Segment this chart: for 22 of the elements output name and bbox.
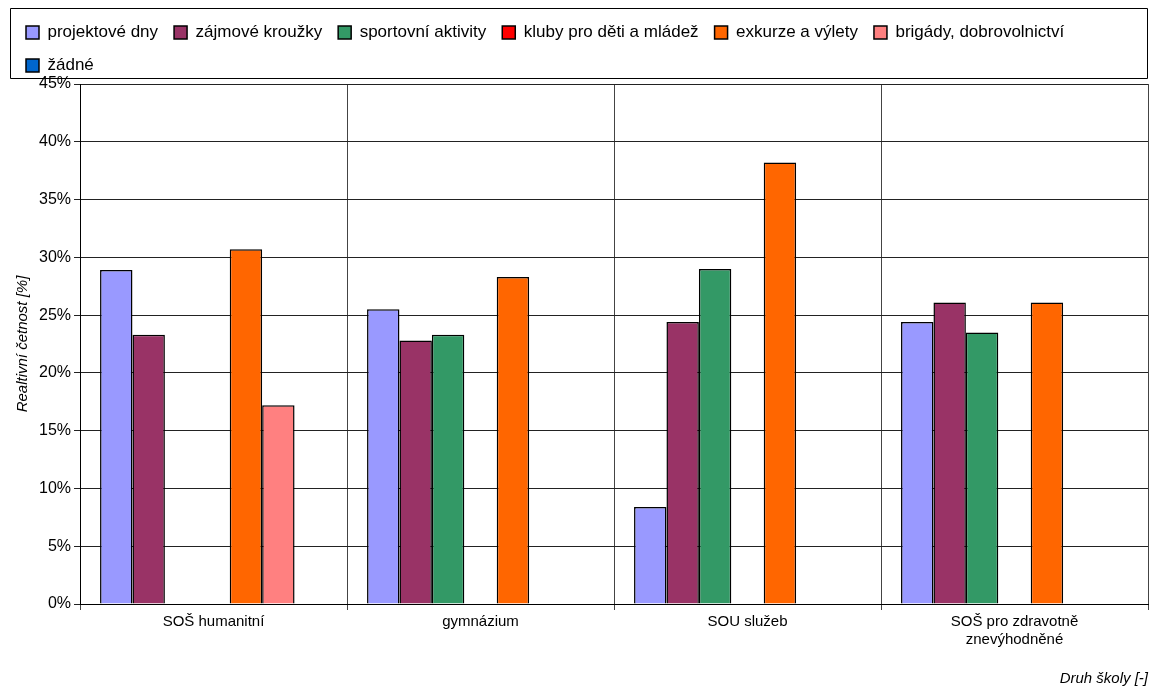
y-axis-title: Realtivní četnost [%] [13,274,31,413]
legend-label: sportovní aktivity [359,22,487,42]
y-tick-label: 35% [38,189,72,207]
y-tick-label: 30% [38,247,72,265]
legend-label: projektové dny [47,22,159,42]
x-tick-label: SOŠ humanitní [162,612,266,630]
y-tick-label: 20% [38,363,72,381]
y-tick-label: 0% [47,594,72,612]
y-tick-label: 25% [38,305,72,323]
y-tick-label: 40% [38,132,72,150]
x-axis-title: Druh školy [-] [1059,669,1149,687]
y-tick-label: 5% [47,536,72,554]
legend-label: exkurze a výlety [736,22,859,42]
y-tick-label: 10% [38,478,72,496]
x-tick-label: SOU služeb [707,612,788,630]
legend-label: žádné [47,55,94,75]
x-tick-label: gymnázium [442,612,519,630]
y-tick-label: 15% [38,421,72,439]
legend-label: brigády, dobrovolnictví [895,22,1065,42]
legend-label: zájmové kroužky [195,22,323,42]
x-tick-label: SOŠ pro zdravotně znevýhodněné [950,612,1079,648]
legend-label: kluby pro děti a mládež [523,22,699,42]
